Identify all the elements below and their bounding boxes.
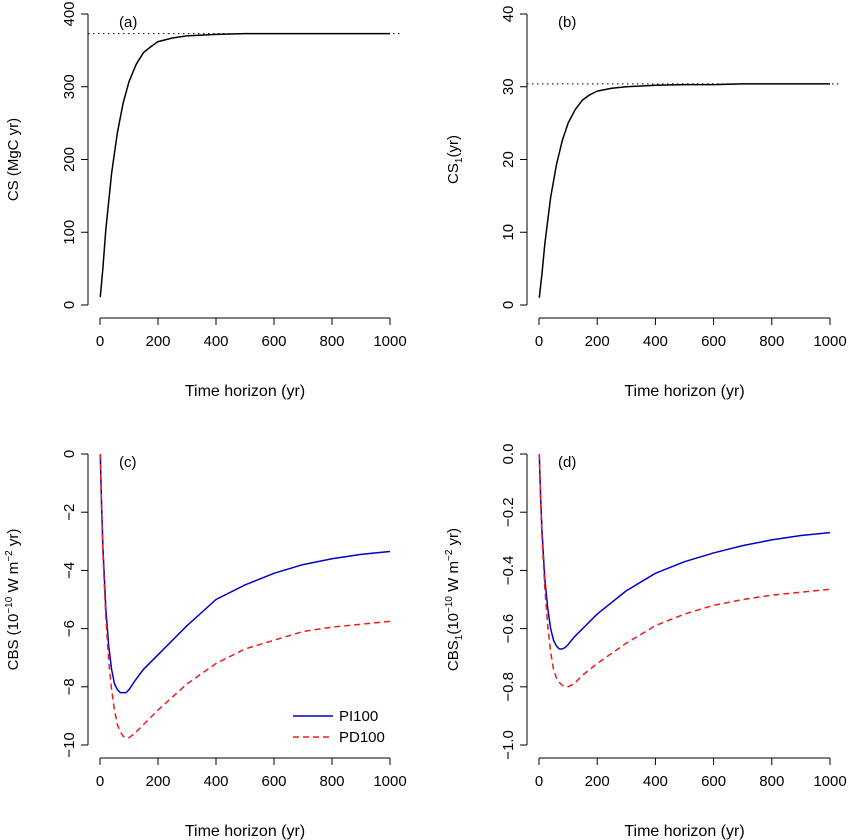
pi100-line (538, 453, 831, 650)
y-label-post: yr) (445, 528, 462, 550)
x-axis-label: Time horizon (yr) (185, 823, 305, 840)
y-tick-label: −0.2 (500, 497, 517, 527)
x-tick-label: 1000 (813, 333, 846, 350)
y-tick-label: 20 (500, 151, 517, 168)
x-tick-label: 600 (261, 773, 286, 790)
x-tick-label: 600 (701, 773, 726, 790)
x-axis-label: Time horizon (yr) (624, 383, 744, 400)
x-tick-label: 200 (585, 333, 610, 350)
legend-label: PI100 (339, 708, 378, 725)
y-tick-label: 0 (500, 301, 517, 309)
legend: PI100 PD100 (293, 708, 385, 746)
y-tick-label: −10 (61, 732, 78, 757)
x-tick-label: 0 (96, 333, 104, 350)
y-tick-label: 40 (500, 6, 517, 23)
y-tick-label: 0.0 (500, 444, 517, 465)
x-tick-label: 600 (261, 333, 286, 350)
panel-a: 0 200 400 600 800 1000 0 100 200 300 400 Time horiz… (5, 1, 407, 400)
panel-label: (c) (119, 454, 137, 471)
x-tick-label: 800 (319, 333, 344, 350)
panel-b: 0 200 400 600 800 1000 0 10 20 30 40 Time horizon (… (445, 6, 847, 400)
panel-d: 0 200 400 600 800 1000 0.0 −0.2 −0.4 −0.6 −0.8 −1.0… (444, 444, 847, 840)
x-tick-label: 800 (759, 333, 784, 350)
y-tick-label: −4 (61, 562, 78, 579)
y-tick-label: 10 (500, 224, 517, 241)
y-tick-label: −2 (61, 504, 78, 521)
panel-label: (b) (558, 14, 576, 31)
panel-c: 0 200 400 600 800 1000 0 −2 −4 −6 −8 −10 Time horizo… (4, 450, 407, 840)
panel-label: (d) (558, 454, 576, 471)
x-tick-label: 0 (535, 333, 543, 350)
y-label-sup: −10 (444, 596, 455, 613)
x-tick-label: 400 (643, 773, 668, 790)
legend-label: PD100 (339, 729, 385, 746)
x-tick-label: 200 (145, 773, 170, 790)
x-axis-label: Time horizon (yr) (185, 383, 305, 400)
y-label-sub: 1 (454, 157, 465, 163)
y-tick-label: 200 (61, 147, 78, 172)
y-tick-label: −8 (61, 678, 78, 695)
x-tick-label: 200 (585, 773, 610, 790)
y-tick-label: 0 (61, 450, 78, 458)
y-axis-label: CS1(yr) (445, 135, 465, 184)
y-label-mid: W m (5, 562, 22, 597)
y-tick-label: 0 (61, 301, 78, 309)
y-label-mid: (10 (445, 613, 462, 635)
y-axis-label: CBS1(10−10 W m−2 yr) (444, 528, 465, 671)
y-label-sup: −2 (4, 550, 15, 562)
y-tick-label: −6 (61, 620, 78, 637)
y-tick-label: −1.0 (500, 730, 517, 760)
y-tick-label: 100 (61, 220, 78, 245)
x-tick-label: 400 (643, 333, 668, 350)
y-label-post: yr) (5, 529, 22, 551)
x-tick-label: 600 (701, 333, 726, 350)
y-label-sup: −10 (4, 596, 15, 613)
x-tick-label: 800 (759, 773, 784, 790)
x-tick-label: 400 (203, 333, 228, 350)
x-axis-label: Time horizon (yr) (624, 823, 744, 840)
y-label-rest: (yr) (445, 135, 462, 158)
pd100-line (99, 453, 391, 739)
y-tick-label: 300 (61, 74, 78, 99)
y-tick-label: −0.6 (500, 614, 517, 644)
y-tick-label: −0.4 (500, 556, 517, 586)
y-label-sup: −2 (444, 549, 455, 561)
x-tick-label: 800 (319, 773, 344, 790)
pd100-line (538, 453, 831, 688)
y-label-pre: CBS (445, 640, 462, 671)
y-tick-label: −0.8 (500, 672, 517, 702)
pi100-line (99, 453, 391, 694)
y-label-mid: W m (445, 561, 462, 596)
x-tick-label: 1000 (373, 773, 406, 790)
y-tick-label: 30 (500, 78, 517, 95)
series-line (99, 32, 390, 298)
x-tick-label: 400 (203, 773, 228, 790)
series-line (538, 83, 830, 298)
y-axis-label: CS (MgC yr) (5, 118, 22, 201)
x-tick-label: 0 (535, 773, 543, 790)
y-axis-label: CBS (10−10 W m−2 yr) (4, 529, 22, 671)
x-tick-label: 1000 (813, 773, 846, 790)
x-tick-label: 200 (145, 333, 170, 350)
y-label-sub: 1 (454, 634, 465, 640)
y-label-main: CS (445, 163, 462, 184)
y-tick-label: 400 (61, 1, 78, 26)
y-label-pre: CBS (10 (5, 614, 22, 671)
x-tick-label: 1000 (373, 333, 406, 350)
panel-label: (a) (119, 14, 137, 31)
x-tick-label: 0 (96, 773, 104, 790)
